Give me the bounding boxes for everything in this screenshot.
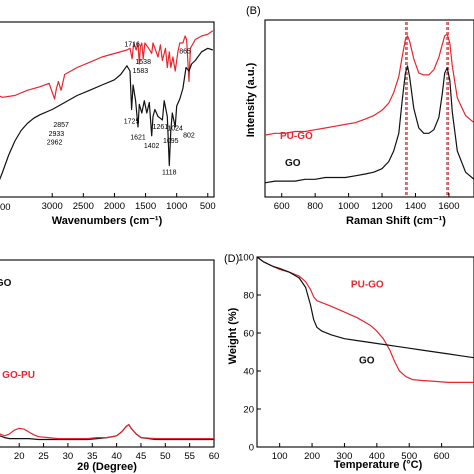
- y-tick-label: 20: [243, 405, 254, 416]
- x-tick-label: 1400: [405, 201, 426, 212]
- x-tick-label: 1000: [166, 201, 187, 212]
- x-tick-label: 2000: [104, 201, 125, 212]
- peak-annotation: 1118: [162, 169, 177, 176]
- series-line-1: [0, 47, 213, 181]
- panel-label: (B): [246, 5, 261, 17]
- x-tick-label: 600: [274, 201, 290, 212]
- x-tick-label: 500: [401, 451, 417, 462]
- peak-annotation: 2933: [49, 131, 65, 138]
- y-tick-label: 100: [238, 253, 254, 264]
- series-line-go: [256, 256, 474, 359]
- x-tick-label: 35: [87, 451, 98, 462]
- curve-label-go: GO: [0, 278, 12, 289]
- x-tick-label: 50: [160, 451, 171, 462]
- legend-label-pu-go: PU-GO: [280, 131, 313, 142]
- legend-label-go: GO: [285, 158, 301, 169]
- peak-annotation: 1261: [153, 124, 169, 131]
- x-tick-label: 20: [14, 451, 25, 462]
- plot-frame: [256, 256, 474, 448]
- x-tick-label: 100: [272, 451, 288, 462]
- x-tick-label: 60: [209, 451, 220, 462]
- y-tick-label: 80: [243, 291, 254, 302]
- x-tick-label: 500: [200, 201, 216, 212]
- x-tick-label: 1200: [371, 201, 392, 212]
- ftir-panel: 2962293328571716153815838651725162114021…: [0, 21, 216, 227]
- x-tick-label: 1000: [338, 201, 359, 212]
- raman-panel: (B) 600 800 1000 1200 1400 1600 Raman Shift (…: [245, 5, 474, 227]
- peak-annotation: 1716: [124, 42, 140, 49]
- x-axis-label: Temperature (°C): [334, 459, 423, 471]
- plot-frame: [264, 19, 474, 198]
- y-axis-label: Intensity (a.u.): [245, 62, 257, 137]
- peak-annotation: 2857: [53, 122, 69, 129]
- x-tick-label: 1500: [135, 201, 156, 212]
- peak-annotation: 1402: [144, 143, 160, 150]
- y-tick-label: 0: [249, 443, 254, 454]
- x-tick-label: 600: [434, 451, 450, 462]
- y-axis-label: Weight (%): [227, 307, 239, 364]
- plot-frame: [0, 259, 215, 448]
- x-tick-label: 300: [337, 451, 353, 462]
- curve-label-pu-go: PU-GO: [351, 279, 384, 290]
- x-tick-label: 2500: [73, 201, 94, 212]
- peak-annotation: 1095: [163, 138, 179, 145]
- peak-annotation: 1725: [124, 119, 140, 126]
- x-tick-label: 55: [184, 451, 195, 462]
- x-tick-label: 200: [304, 451, 320, 462]
- x-tick-label: 45: [136, 451, 147, 462]
- peak-annotation: 865: [179, 49, 191, 56]
- peak-annotation: 1621: [130, 134, 146, 141]
- peak-annotation: 802: [183, 133, 195, 140]
- x-axis-label: Raman Shift (cm⁻¹): [346, 215, 446, 227]
- x-tick-label: 1600: [438, 201, 459, 212]
- x-tick-label: 25: [38, 451, 49, 462]
- x-edge-tick-label: 00: [0, 202, 11, 213]
- x-tick-label: 30: [63, 451, 74, 462]
- series-line-0: [0, 30, 214, 100]
- series-line-go-pu: [0, 424, 214, 440]
- curve-label-go: GO: [359, 355, 375, 366]
- series-line-go: [0, 424, 214, 441]
- peak-annotation: 1024: [167, 126, 183, 133]
- series-line-go: [264, 65, 474, 184]
- curve-label-go-pu: GO-PU: [2, 370, 35, 381]
- plot-frame: [0, 21, 215, 198]
- x-tick-label: 800: [307, 201, 323, 212]
- x-tick-label: 400: [369, 451, 385, 462]
- peak-annotation: 2962: [47, 140, 63, 147]
- y-tick-label: 60: [243, 329, 254, 340]
- x-axis-label: 2θ (Degree): [77, 461, 137, 473]
- x-tick-label: 3000: [42, 201, 63, 212]
- series-line-pu-go: [264, 33, 474, 136]
- panel-label: (D): [224, 253, 239, 265]
- peak-annotation: 1538: [135, 59, 151, 66]
- x-tick-label: 40: [111, 451, 122, 462]
- y-tick-label: 40: [243, 367, 254, 378]
- peak-annotation: 1583: [133, 68, 149, 75]
- tga-panel: (D) PU-GO GO 100 200 300 400 500 600 0 20 40 60 80 1…: [224, 253, 474, 471]
- x-axis-label: Wavenumbers (cm⁻¹): [52, 215, 163, 227]
